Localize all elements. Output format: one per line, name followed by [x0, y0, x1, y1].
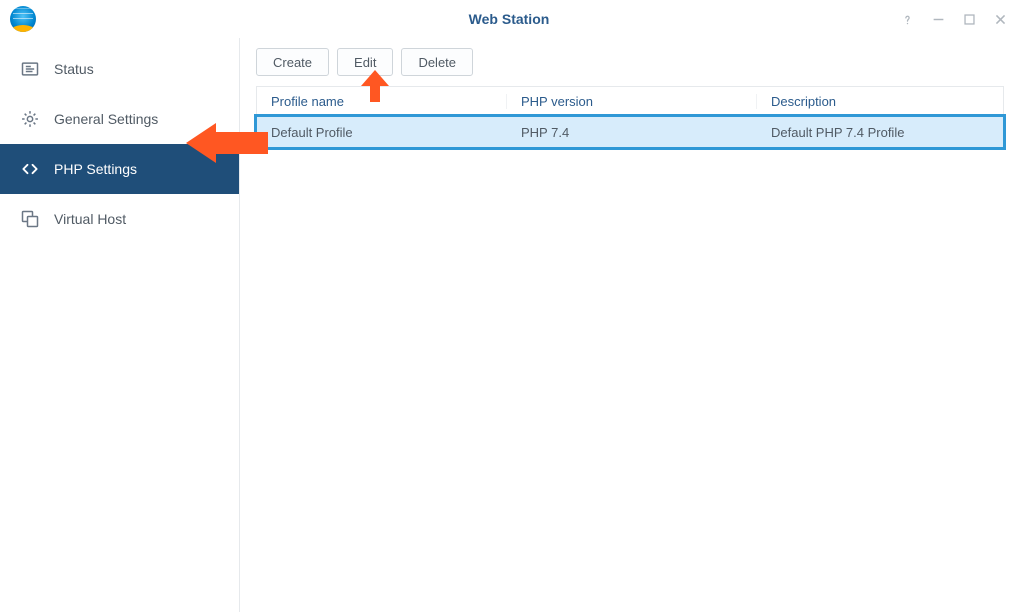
vhost-icon: [20, 209, 40, 229]
profiles-table: Profile name PHP version Description Def…: [256, 86, 1004, 147]
sidebar-item-status[interactable]: Status: [0, 44, 239, 94]
delete-button[interactable]: Delete: [401, 48, 473, 76]
minimize-icon[interactable]: [931, 12, 946, 27]
code-icon: [20, 159, 40, 179]
main-panel: Create Edit Delete Profile name PHP vers…: [240, 38, 1018, 612]
status-icon: [20, 59, 40, 79]
col-profile-name[interactable]: Profile name: [257, 94, 507, 109]
help-icon[interactable]: [900, 12, 915, 27]
sidebar: Status General Settings PHP Settings: [0, 38, 240, 612]
sidebar-item-vhost[interactable]: Virtual Host: [0, 194, 239, 244]
table-header: Profile name PHP version Description: [257, 87, 1003, 117]
cell-php-version: PHP 7.4: [507, 125, 757, 140]
window-title: Web Station: [0, 11, 1018, 27]
cell-profile-name: Default Profile: [257, 125, 507, 140]
app-icon: [10, 6, 36, 32]
cell-description: Default PHP 7.4 Profile: [757, 125, 1003, 140]
sidebar-item-label: Virtual Host: [54, 211, 126, 227]
window-controls: [900, 12, 1008, 27]
sidebar-item-label: PHP Settings: [54, 161, 137, 177]
col-description[interactable]: Description: [757, 94, 1003, 109]
close-icon[interactable]: [993, 12, 1008, 27]
sidebar-item-label: General Settings: [54, 111, 158, 127]
table-row[interactable]: Default Profile PHP 7.4 Default PHP 7.4 …: [257, 117, 1003, 147]
edit-button[interactable]: Edit: [337, 48, 393, 76]
sidebar-item-label: Status: [54, 61, 94, 77]
titlebar: Web Station: [0, 0, 1018, 38]
create-button[interactable]: Create: [256, 48, 329, 76]
toolbar: Create Edit Delete: [256, 48, 1004, 76]
gear-icon: [20, 109, 40, 129]
sidebar-item-general[interactable]: General Settings: [0, 94, 239, 144]
col-php-version[interactable]: PHP version: [507, 94, 757, 109]
sidebar-item-php[interactable]: PHP Settings: [0, 144, 239, 194]
maximize-icon[interactable]: [962, 12, 977, 27]
